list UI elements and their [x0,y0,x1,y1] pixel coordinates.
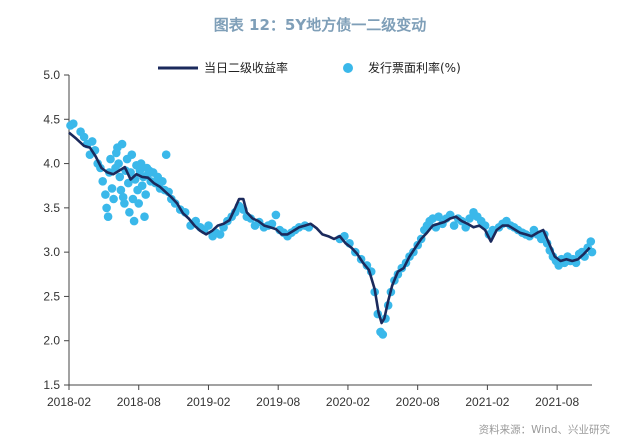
legend-label-secondary: 当日二级收益率 [204,60,288,75]
issuance-point [124,178,133,188]
issuance-point [125,208,134,217]
issuance-point [115,172,125,182]
legend: 当日二级收益率 发行票面利率(%) [158,60,461,75]
issuance-point [69,119,78,128]
issuance-point [102,203,111,213]
issuance-point [79,132,89,142]
y-tick-label: 2.0 [43,334,60,348]
chart-title: 图表 12：5Y地方债一二级变动 [213,16,427,34]
y-tick-label: 1.5 [43,378,60,392]
issuance-point [117,139,127,149]
issuance-point [98,177,107,186]
source-note: 资料来源：Wind、兴业研究 [478,424,610,436]
x-tick-label: 2020-02 [326,395,370,409]
y-tick-label: 4.5 [43,112,60,126]
issuance-point [134,199,143,208]
secondary-yield-line [68,131,591,325]
issuance-point [378,330,388,339]
issuance-point [109,194,118,204]
legend-label-issuance: 发行票面利率(%) [368,60,461,75]
issuance-point [465,214,474,223]
issuance-point [116,185,126,195]
issuance-point [449,221,459,230]
x-tick-label: 2021-02 [465,395,509,409]
issuance-point [103,212,113,221]
axes: 5.0 4.5 4.0 3.5 3.0 2.5 2.0 1.5 2018-02 2018-08 20… [43,68,592,409]
y-tick-label: 3.5 [43,201,60,215]
issuance-point [120,199,129,208]
issuance-point [141,190,150,199]
issuance-point [587,247,597,257]
issuance-point [158,177,167,186]
issuance-point [127,150,137,159]
x-tick-label: 2018-08 [117,395,161,409]
issuance-point [434,212,443,221]
scatter-series [66,119,597,339]
issuance-point [246,214,255,223]
issuance-point [215,230,225,239]
y-tick-label: 2.5 [43,289,60,303]
y-tick-label: 5.0 [43,68,60,82]
issuance-point [129,216,139,226]
issuance-point [107,184,117,193]
x-tick-label: 2021-08 [535,395,579,409]
issuance-point [137,181,147,190]
x-tick-label: 2020-08 [396,395,440,409]
y-tick-label: 4.0 [43,157,60,171]
issuance-point [204,221,213,230]
line-series [68,131,591,325]
issuance-point [114,159,123,168]
issuance-point [101,190,110,199]
issuance-point [140,212,149,221]
issuance-point [87,137,97,146]
y-tick-label: 3.0 [43,245,60,259]
x-tick-label: 2018-02 [47,395,91,409]
issuance-point [161,150,171,159]
issuance-point [271,210,281,220]
issuance-point [106,154,115,164]
x-tick-label: 2019-08 [256,395,300,409]
issuance-point [586,237,596,246]
x-tick-label: 2019-02 [186,395,230,409]
legend-dot-swatch [343,63,353,73]
